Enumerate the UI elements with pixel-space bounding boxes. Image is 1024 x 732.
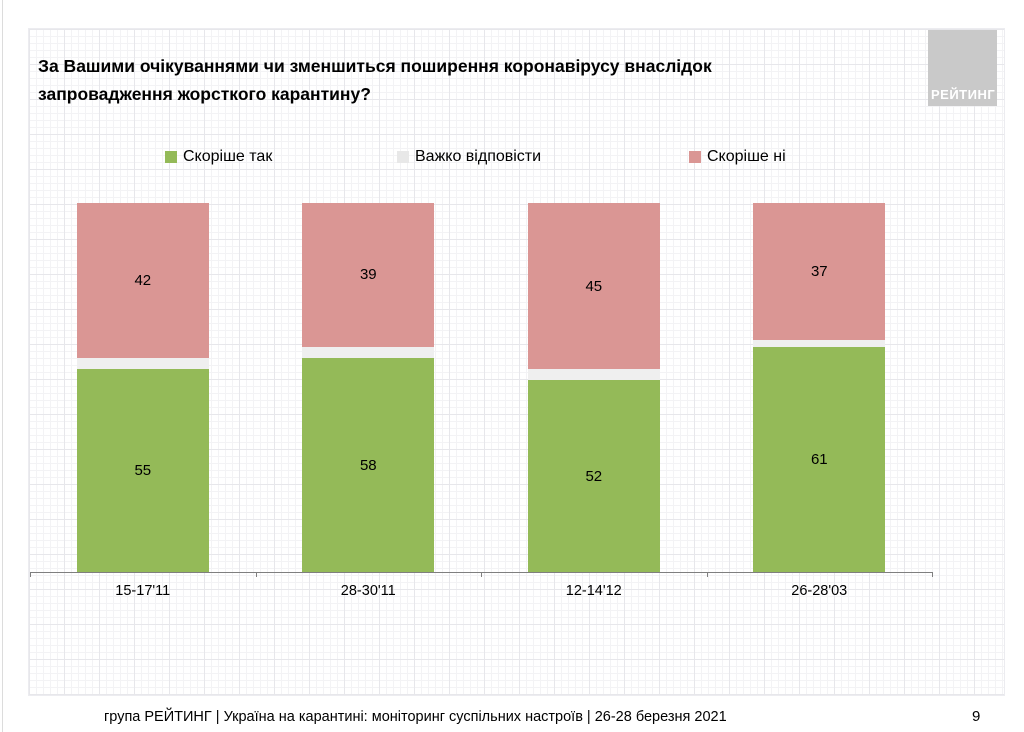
legend-swatch-icon — [165, 151, 177, 163]
x-axis-tick — [255, 573, 257, 577]
bar-value-label: 37 — [810, 262, 828, 280]
bar-segment-1: 42 — [76, 203, 209, 358]
page-title: За Вашими очікуваннями чи зменшиться пош… — [38, 52, 838, 108]
bar-value-label: 55 — [134, 462, 152, 480]
legend-swatch-icon — [397, 151, 409, 163]
bar-segment-2: 58 — [302, 358, 435, 572]
page-number: 9 — [972, 708, 981, 725]
legend-swatch-icon — [689, 151, 701, 163]
legend-item-label: Скоріше ні — [707, 148, 786, 165]
bar-segment-3 — [527, 369, 660, 381]
page-title-line2: запровадження жорсткого карантину? — [38, 84, 371, 104]
legend-item-1: Скоріше так — [165, 148, 272, 166]
bar-value-label: 52 — [585, 467, 603, 485]
bar-value-label: 61 — [810, 450, 828, 468]
bar-segment-4: 37 — [753, 203, 886, 340]
x-axis-category-label: 15-17'11 — [115, 583, 171, 599]
bar-segment-2: 39 — [302, 203, 435, 347]
x-axis-line — [30, 572, 933, 573]
bar-value-label: 58 — [359, 456, 377, 474]
x-axis-category-label: 12-14'12 — [565, 583, 622, 599]
legend-item-2: Важко відповісти — [397, 148, 541, 166]
x-axis-tick — [932, 573, 933, 577]
bar-segment-4: 61 — [753, 346, 886, 572]
bar-value-label: 39 — [359, 266, 377, 284]
bar-segment-3: 52 — [527, 380, 660, 572]
legend-item-label: Важко відповісти — [415, 148, 542, 165]
page-title-line1: За Вашими очікуваннями чи зменшиться пош… — [38, 56, 712, 76]
x-axis-category-label: 26-28'03 — [791, 583, 848, 599]
bar-segment-3: 45 — [527, 203, 660, 370]
x-axis-tick — [481, 573, 482, 577]
bar-segment-2 — [302, 346, 435, 358]
bar-value-label: 42 — [134, 272, 152, 289]
x-axis-tick — [706, 573, 708, 577]
x-axis-category-label: 28-30'11 — [340, 583, 396, 599]
rating-group-logo: РЕЙТИНГ — [928, 30, 997, 106]
rating-group-logo-text: РЕЙТИНГ — [931, 87, 996, 102]
window-edge-line — [2, 0, 3, 732]
x-axis-tick — [30, 573, 31, 577]
legend-item-3: Скоріше ні — [689, 148, 786, 166]
bar-segment-4 — [753, 339, 886, 347]
legend-item-label: Скоріше так — [183, 148, 273, 165]
bar-segment-1: 55 — [76, 369, 209, 572]
footer-source-text: група РЕЙТИНГ | Україна на карантині: мо… — [104, 709, 727, 725]
bar-value-label: 45 — [585, 277, 603, 295]
bar-segment-1 — [76, 358, 209, 370]
